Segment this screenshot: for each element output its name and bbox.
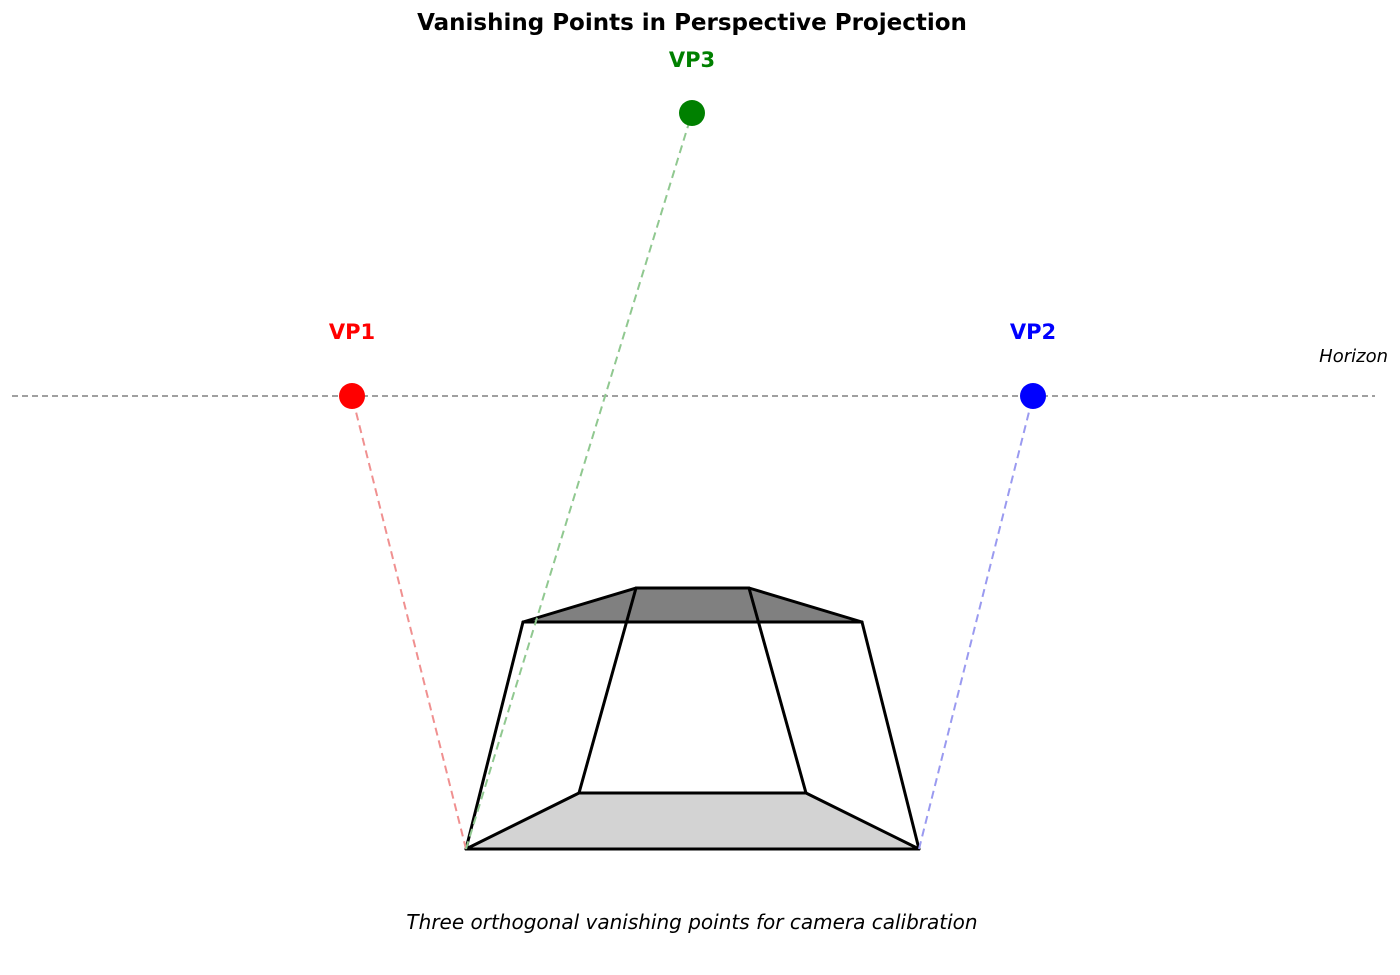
horizon-label: Horizon <box>1319 346 1388 367</box>
top-face <box>521 586 864 624</box>
vp2-label: VP2 <box>1010 320 1056 344</box>
diagram-title: Vanishing Points in Perspective Projecti… <box>417 10 967 36</box>
vp3-marker <box>679 100 705 126</box>
bottom-face <box>464 791 921 851</box>
box-edge-right-inner <box>747 586 808 795</box>
vp3-label: VP3 <box>669 48 715 72</box>
guide-line-vp3 <box>465 112 693 850</box>
vp1-marker <box>339 383 365 409</box>
box-edge-left-inner <box>577 586 638 795</box>
box-edge-left-outer <box>464 620 525 851</box>
box-edge-right-outer <box>860 620 921 851</box>
diagram-caption: Three orthogonal vanishing points for ca… <box>406 910 977 934</box>
vp1-label: VP1 <box>329 320 375 344</box>
guide-line-vp2 <box>918 395 1034 850</box>
guide-line-vp1 <box>351 395 467 850</box>
vp2-marker <box>1020 383 1046 409</box>
